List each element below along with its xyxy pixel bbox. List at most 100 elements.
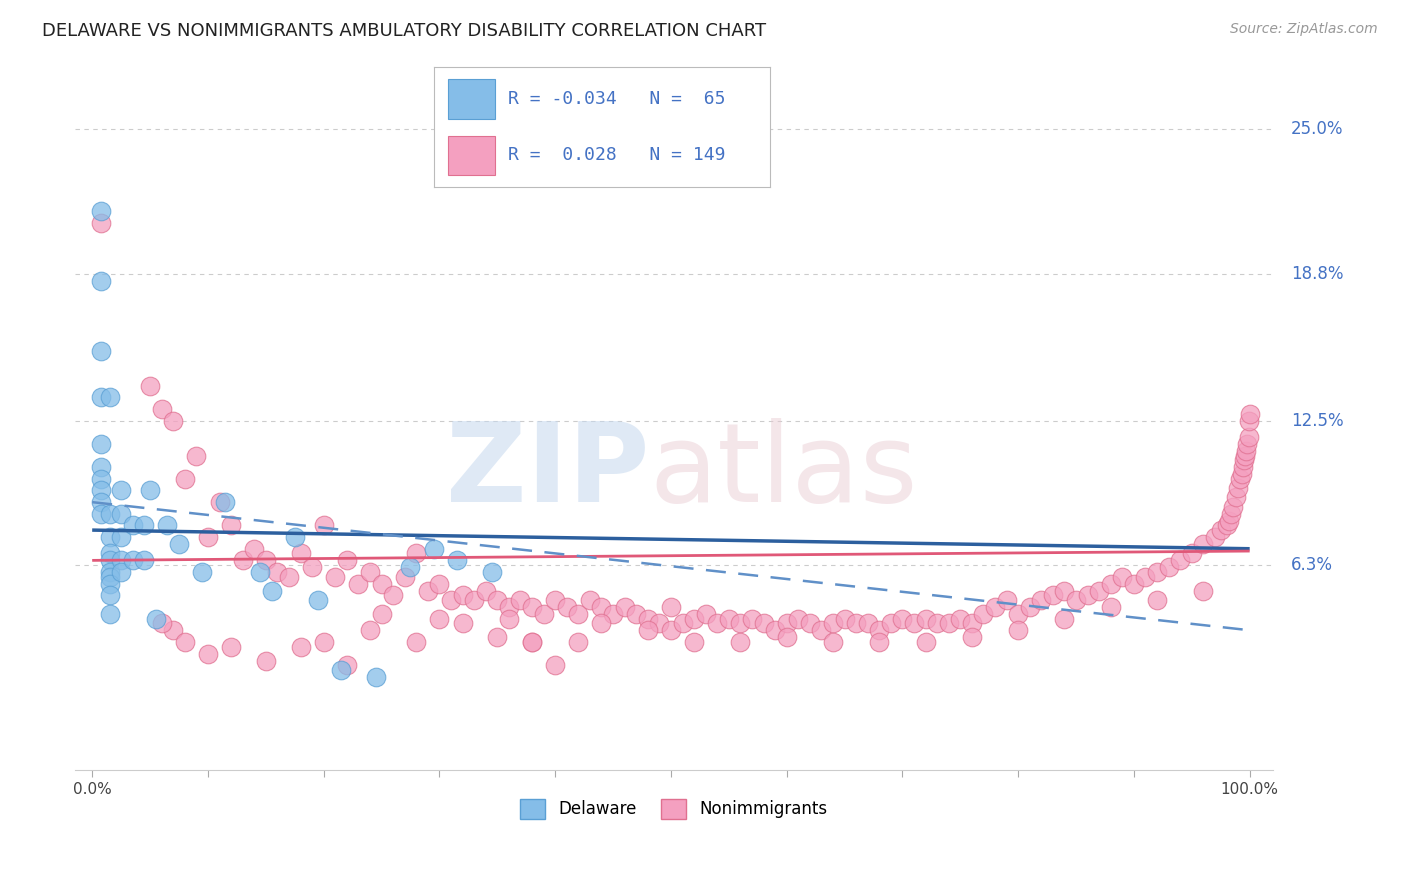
Point xyxy=(90,274,112,288)
Point xyxy=(1222,500,1244,514)
Point xyxy=(1135,569,1157,583)
Point xyxy=(219,640,242,654)
Point xyxy=(659,599,682,614)
Point xyxy=(1181,546,1204,560)
Point xyxy=(416,583,439,598)
Point xyxy=(1099,576,1122,591)
Point xyxy=(98,507,121,521)
Point xyxy=(90,460,112,475)
Point xyxy=(121,553,143,567)
Point xyxy=(312,518,335,533)
Text: DELAWARE VS NONIMMIGRANTS AMBULATORY DISABILITY CORRELATION CHART: DELAWARE VS NONIMMIGRANTS AMBULATORY DIS… xyxy=(42,22,766,40)
Point xyxy=(880,616,903,631)
Point xyxy=(602,607,624,621)
Point xyxy=(1007,607,1029,621)
Point xyxy=(90,437,112,451)
Point xyxy=(197,647,219,661)
Point xyxy=(1234,443,1257,458)
Point xyxy=(659,624,682,638)
Point xyxy=(567,607,589,621)
Point xyxy=(121,518,143,533)
Point xyxy=(90,472,112,486)
Point xyxy=(98,607,121,621)
Point xyxy=(394,569,416,583)
Point xyxy=(382,588,405,602)
Point xyxy=(139,483,162,498)
Point xyxy=(486,593,509,607)
Point xyxy=(799,616,821,631)
Point xyxy=(323,569,346,583)
Point xyxy=(1031,593,1053,607)
Point xyxy=(232,553,254,567)
Point xyxy=(637,611,659,625)
Point xyxy=(405,546,427,560)
Point xyxy=(90,216,112,230)
Point xyxy=(671,616,693,631)
Point xyxy=(90,390,112,404)
Point xyxy=(856,616,879,631)
Point xyxy=(787,611,810,625)
Point xyxy=(520,635,543,649)
Point xyxy=(544,593,567,607)
Point xyxy=(1215,518,1237,533)
Point xyxy=(481,565,503,579)
Point xyxy=(1018,599,1040,614)
Point xyxy=(1237,430,1260,444)
Point xyxy=(914,611,936,625)
Point xyxy=(927,616,949,631)
Point xyxy=(173,635,195,649)
Text: ZIP: ZIP xyxy=(447,418,650,525)
Point xyxy=(776,616,799,631)
Point xyxy=(1237,414,1260,428)
Point xyxy=(498,599,520,614)
Point xyxy=(1230,467,1253,482)
Point xyxy=(98,565,121,579)
Point xyxy=(624,607,647,621)
Point xyxy=(98,546,121,560)
Point xyxy=(173,472,195,486)
Point xyxy=(1233,453,1256,467)
Point xyxy=(834,611,856,625)
Point xyxy=(1088,583,1111,598)
Point xyxy=(98,576,121,591)
Point xyxy=(1099,599,1122,614)
Point xyxy=(544,658,567,673)
Point xyxy=(868,635,890,649)
Point xyxy=(336,553,359,567)
Point xyxy=(1146,565,1168,579)
Point xyxy=(695,607,717,621)
Point xyxy=(960,616,983,631)
Point xyxy=(1227,481,1250,495)
Point xyxy=(1122,576,1144,591)
Point xyxy=(307,593,329,607)
Point xyxy=(139,378,162,392)
Point xyxy=(706,616,728,631)
Point xyxy=(370,576,392,591)
Point xyxy=(336,658,359,673)
Point xyxy=(191,565,214,579)
Point xyxy=(810,624,832,638)
Point xyxy=(260,583,283,598)
Point xyxy=(741,611,763,625)
Point xyxy=(474,583,496,598)
Point xyxy=(186,449,208,463)
Point xyxy=(249,565,271,579)
Point xyxy=(1209,523,1232,537)
Point xyxy=(1218,514,1240,528)
Point xyxy=(533,607,555,621)
Point xyxy=(1111,569,1133,583)
Point xyxy=(821,635,844,649)
Point xyxy=(520,635,543,649)
Point xyxy=(110,553,132,567)
Point xyxy=(683,611,706,625)
Point xyxy=(243,541,266,556)
Point xyxy=(162,414,184,428)
Point xyxy=(1236,437,1258,451)
Point xyxy=(254,553,277,567)
Text: Source: ZipAtlas.com: Source: ZipAtlas.com xyxy=(1230,22,1378,37)
Point xyxy=(1064,593,1087,607)
Legend: Delaware, Nonimmigrants: Delaware, Nonimmigrants xyxy=(513,792,835,826)
Point xyxy=(90,204,112,219)
Point xyxy=(90,483,112,498)
Text: 25.0%: 25.0% xyxy=(1291,120,1343,138)
